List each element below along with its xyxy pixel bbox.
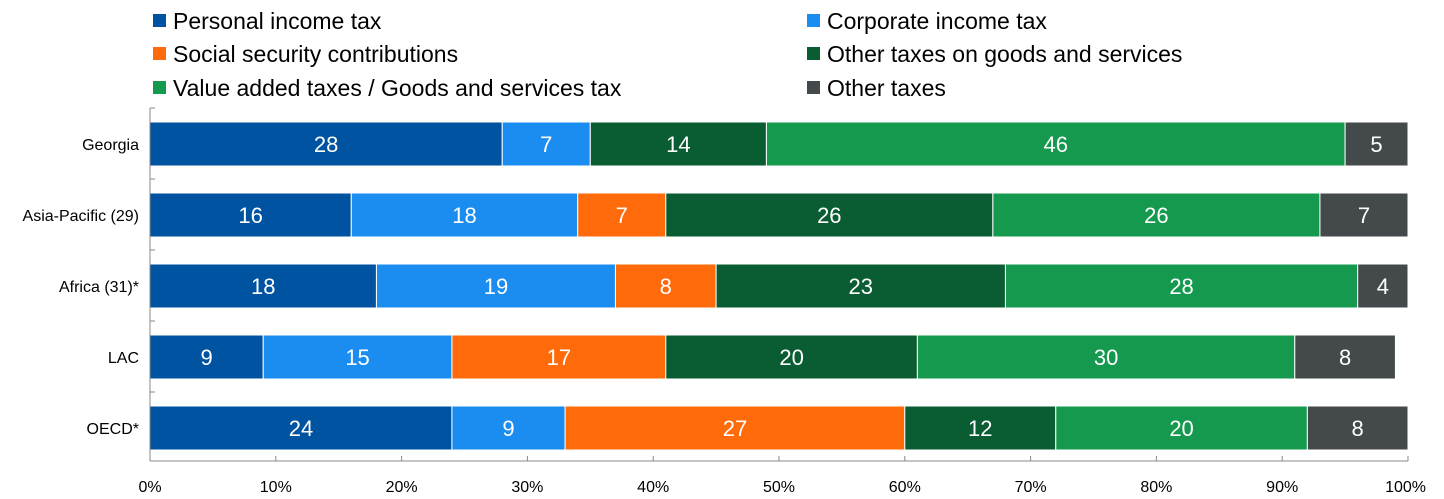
data-label: 14 xyxy=(666,132,690,157)
bar-segment xyxy=(665,334,918,380)
bar-segment xyxy=(1344,121,1409,167)
data-label: 30 xyxy=(1094,345,1118,370)
bar-row: 18 19 8 23 28 4 Africa (31)* xyxy=(59,263,1409,309)
bar-segment xyxy=(1055,405,1308,451)
data-label: 7 xyxy=(1358,203,1370,228)
data-label: 19 xyxy=(484,274,508,299)
data-label: 28 xyxy=(1169,274,1193,299)
data-label: 23 xyxy=(849,274,873,299)
bar-segment xyxy=(1357,263,1409,309)
x-tick-label: 20% xyxy=(386,479,418,496)
category-label: LAC xyxy=(108,350,139,367)
data-label: 12 xyxy=(968,416,992,441)
data-label: 24 xyxy=(289,416,313,441)
x-tick-label: 40% xyxy=(637,479,669,496)
bar-segment xyxy=(149,121,503,167)
data-label: 46 xyxy=(1044,132,1068,157)
bar-segment xyxy=(992,192,1321,238)
legend-label: Other taxes xyxy=(827,75,946,101)
x-tick-label: 70% xyxy=(1015,479,1047,496)
category-label: Georgia xyxy=(82,137,139,154)
legend-swatch xyxy=(153,14,166,27)
legend-label: Corporate income tax xyxy=(827,8,1047,34)
legend: Personal income tax Corporate income tax S… xyxy=(153,8,1182,101)
legend-swatch xyxy=(153,47,166,60)
category-label: OECD* xyxy=(87,421,139,438)
legend-label: Other taxes on goods and services xyxy=(827,41,1182,67)
legend-item: Other taxes xyxy=(807,75,946,101)
bar-segment xyxy=(1294,334,1396,380)
bar-segment xyxy=(451,405,566,451)
data-label: 5 xyxy=(1370,132,1382,157)
x-tick-label: 50% xyxy=(763,479,795,496)
legend-label: Personal income tax xyxy=(173,8,382,34)
bar-segment xyxy=(577,192,667,238)
legend-item: Personal income tax xyxy=(153,8,382,34)
bar-row: 24 9 27 12 20 8 OECD* xyxy=(87,405,1409,451)
bar-row: 28 7 14 46 5 Georgia xyxy=(82,121,1409,167)
bar-segment xyxy=(149,192,352,238)
bar-segment xyxy=(589,121,767,167)
data-label: 26 xyxy=(1144,203,1168,228)
data-label: 7 xyxy=(616,203,628,228)
data-label: 17 xyxy=(547,345,571,370)
x-tick-label: 60% xyxy=(889,479,921,496)
data-label: 28 xyxy=(314,132,338,157)
category-label: Africa (31)* xyxy=(59,279,139,296)
bar-segment xyxy=(451,334,667,380)
legend-swatch xyxy=(807,14,820,27)
data-label: 16 xyxy=(238,203,262,228)
bar-segment xyxy=(614,263,717,309)
bar-row: 9 15 17 20 30 8 LAC xyxy=(108,334,1396,380)
x-tick-label: 100% xyxy=(1385,479,1426,496)
data-label: 7 xyxy=(540,132,552,157)
bar-segment xyxy=(350,192,579,238)
legend-label: Value added taxes / Goods and services t… xyxy=(173,75,622,101)
bar-row: 16 18 7 26 26 7 Asia-Pacific (29) xyxy=(23,192,1409,238)
legend-swatch xyxy=(807,47,820,60)
bar-segment xyxy=(375,263,616,309)
legend-swatch xyxy=(153,81,166,94)
data-label: 18 xyxy=(452,203,476,228)
bar-segment xyxy=(1319,192,1409,238)
data-label: 8 xyxy=(1352,416,1364,441)
data-label: 15 xyxy=(345,345,369,370)
data-label: 27 xyxy=(723,416,747,441)
legend-item: Value added taxes / Goods and services t… xyxy=(153,75,622,101)
data-label: 8 xyxy=(660,274,672,299)
legend-item: Other taxes on goods and services xyxy=(807,41,1182,67)
data-label: 4 xyxy=(1377,274,1389,299)
axes: 0% 10% 20% 30% 40% 50% 60% 70% 80% 90% 100% xyxy=(138,107,1426,496)
x-tick-label: 0% xyxy=(138,479,161,496)
bar-segment xyxy=(262,334,453,380)
data-label: 9 xyxy=(200,345,212,370)
bar-segment xyxy=(904,405,1057,451)
legend-label: Social security contributions xyxy=(173,41,458,67)
bar-segment xyxy=(665,192,994,238)
data-label: 20 xyxy=(779,345,803,370)
legend-swatch xyxy=(807,81,820,94)
x-tick-label: 10% xyxy=(260,479,292,496)
bar-segment xyxy=(149,263,377,309)
bar-segment xyxy=(501,121,591,167)
x-tick-label: 80% xyxy=(1140,479,1172,496)
data-label: 26 xyxy=(817,203,841,228)
data-label: 8 xyxy=(1339,345,1351,370)
data-label: 18 xyxy=(251,274,275,299)
legend-item: Corporate income tax xyxy=(807,8,1047,34)
bar-segment xyxy=(1306,405,1409,451)
bar-segment xyxy=(916,334,1296,380)
legend-item: Social security contributions xyxy=(153,41,458,67)
data-label: 20 xyxy=(1169,416,1193,441)
data-label: 9 xyxy=(502,416,514,441)
bar-segment xyxy=(765,121,1346,167)
category-label: Asia-Pacific (29) xyxy=(23,208,139,225)
x-tick-label: 90% xyxy=(1266,479,1298,496)
plot-area: 28 7 14 46 5 Georgia 16 18 7 26 26 7 Asia-Pacific (2… xyxy=(23,121,1409,451)
bar-segment xyxy=(1004,263,1359,309)
x-tick-label: 30% xyxy=(511,479,543,496)
